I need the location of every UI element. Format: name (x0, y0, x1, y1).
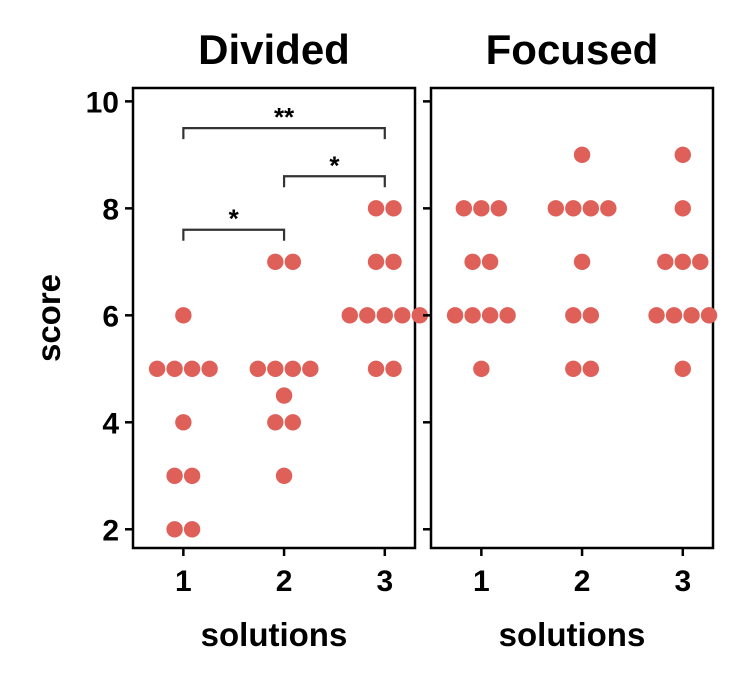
data-point (490, 200, 508, 217)
significance-label: ** (274, 102, 295, 132)
data-point (367, 360, 385, 378)
data-point (267, 414, 284, 431)
data-point (183, 467, 201, 484)
data-point (674, 146, 691, 164)
data-point (341, 307, 358, 324)
data-point (499, 307, 516, 324)
data-point (411, 307, 428, 324)
x-tick-label: 1 (473, 565, 490, 598)
data-point (183, 360, 201, 378)
y-tick-label: 4 (102, 407, 119, 440)
y-tick-label: 6 (102, 300, 119, 333)
data-point (481, 253, 499, 271)
data-point (175, 414, 192, 431)
data-point (648, 307, 665, 324)
data-point (367, 253, 385, 271)
data-point (284, 360, 302, 378)
data-point (446, 307, 464, 324)
data-point (376, 307, 393, 324)
data-point (455, 200, 473, 217)
data-point (148, 360, 166, 378)
data-point (582, 360, 600, 378)
data-point (385, 253, 402, 271)
data-point (473, 360, 490, 378)
x-axis-label: solutions (499, 616, 646, 653)
data-point (582, 200, 600, 217)
data-point (267, 360, 284, 378)
data-point (267, 253, 284, 271)
data-point (657, 253, 674, 271)
panel-focused: Focused 1 2 3 solutions (423, 26, 718, 653)
data-point (481, 307, 499, 324)
data-point (665, 307, 683, 324)
data-point (275, 387, 293, 404)
data-point (175, 307, 192, 324)
data-point (284, 414, 302, 431)
data-point (565, 307, 582, 324)
data-point (166, 521, 183, 538)
significance-bracket (182, 228, 286, 241)
data-point (547, 200, 565, 217)
data-point (683, 307, 700, 324)
data-point (573, 146, 591, 164)
x-tick-label: 3 (674, 565, 691, 598)
significance-label: * (329, 150, 340, 180)
data-point (367, 200, 385, 217)
data-point (166, 360, 183, 378)
data-point (249, 360, 267, 378)
data-point (700, 307, 718, 324)
data-point (385, 360, 402, 378)
y-tick-label: 2 (102, 514, 119, 547)
data-point (582, 307, 600, 324)
data-point (674, 200, 691, 217)
data-point (573, 253, 591, 271)
y-tick-label: 8 (102, 193, 119, 226)
x-tick-label: 3 (376, 565, 393, 598)
data-point (674, 253, 691, 271)
data-point (394, 307, 411, 324)
data-point (464, 253, 481, 271)
significance-bracket (182, 127, 386, 140)
data-point (565, 360, 582, 378)
x-tick-label: 2 (276, 565, 293, 598)
x-axis-label: solutions (201, 616, 348, 653)
significance-label: * (229, 204, 240, 234)
x-tick-label: 2 (574, 565, 591, 598)
data-point (201, 360, 218, 378)
data-point (284, 253, 302, 271)
data-point (385, 200, 402, 217)
panel-title: Focused (486, 26, 659, 73)
significance-bracket (282, 175, 386, 188)
x-tick-label: 1 (175, 565, 192, 598)
y-axis-label: score (30, 274, 67, 362)
y-tick-label: 10 (86, 86, 119, 119)
data-point (183, 521, 201, 538)
data-point (565, 200, 582, 217)
data-point (692, 253, 709, 271)
data-point (464, 307, 481, 324)
data-point (473, 200, 490, 217)
data-point (600, 200, 617, 217)
data-point (359, 307, 376, 324)
data-point (275, 467, 293, 484)
data-point (166, 467, 183, 484)
panel-title: Divided (198, 26, 350, 73)
data-point (674, 360, 691, 378)
data-point (302, 360, 319, 378)
